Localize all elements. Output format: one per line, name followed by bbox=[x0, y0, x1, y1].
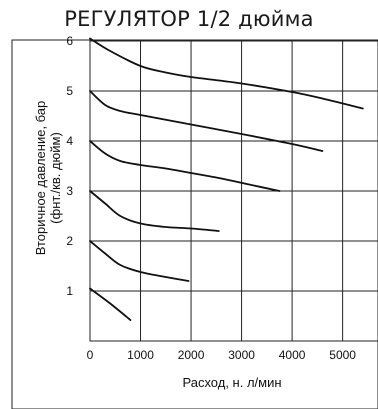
x-tick-label: 2000 bbox=[178, 348, 205, 362]
x-tick-label: 5000 bbox=[329, 348, 356, 362]
grid bbox=[89, 39, 378, 342]
y-tick-label: 2 bbox=[66, 234, 73, 248]
series-line bbox=[89, 37, 364, 110]
y-tick-label: 5 bbox=[66, 84, 73, 98]
series-line bbox=[89, 240, 190, 282]
series-line bbox=[89, 90, 324, 152]
y-axis-label-line1: Вторичное давление, бар bbox=[33, 101, 48, 256]
x-tick-label: 1000 bbox=[127, 348, 154, 362]
x-tick-label: 4000 bbox=[279, 348, 306, 362]
tick-labels: 0 1000 2000 3000 4000 5000 1 2 3 4 5 6 bbox=[66, 34, 356, 362]
y-axis-label-line2: (фнт./кв. дюйм) bbox=[48, 132, 63, 224]
x-tick-label: 0 bbox=[87, 348, 94, 362]
y-tick-label: 1 bbox=[66, 284, 73, 298]
y-tick-label: 6 bbox=[66, 34, 73, 48]
chart-title: РЕГУЛЯТОР 1/2 дюйма bbox=[64, 7, 314, 31]
x-axis-label: Расход, н. л/мин bbox=[182, 375, 281, 390]
series bbox=[89, 37, 364, 321]
series-line bbox=[89, 140, 281, 192]
y-tick-label: 4 bbox=[66, 134, 73, 148]
series-line bbox=[89, 190, 220, 232]
y-tick-label: 3 bbox=[66, 184, 73, 198]
series-line bbox=[89, 287, 132, 321]
x-tick-label: 3000 bbox=[228, 348, 255, 362]
